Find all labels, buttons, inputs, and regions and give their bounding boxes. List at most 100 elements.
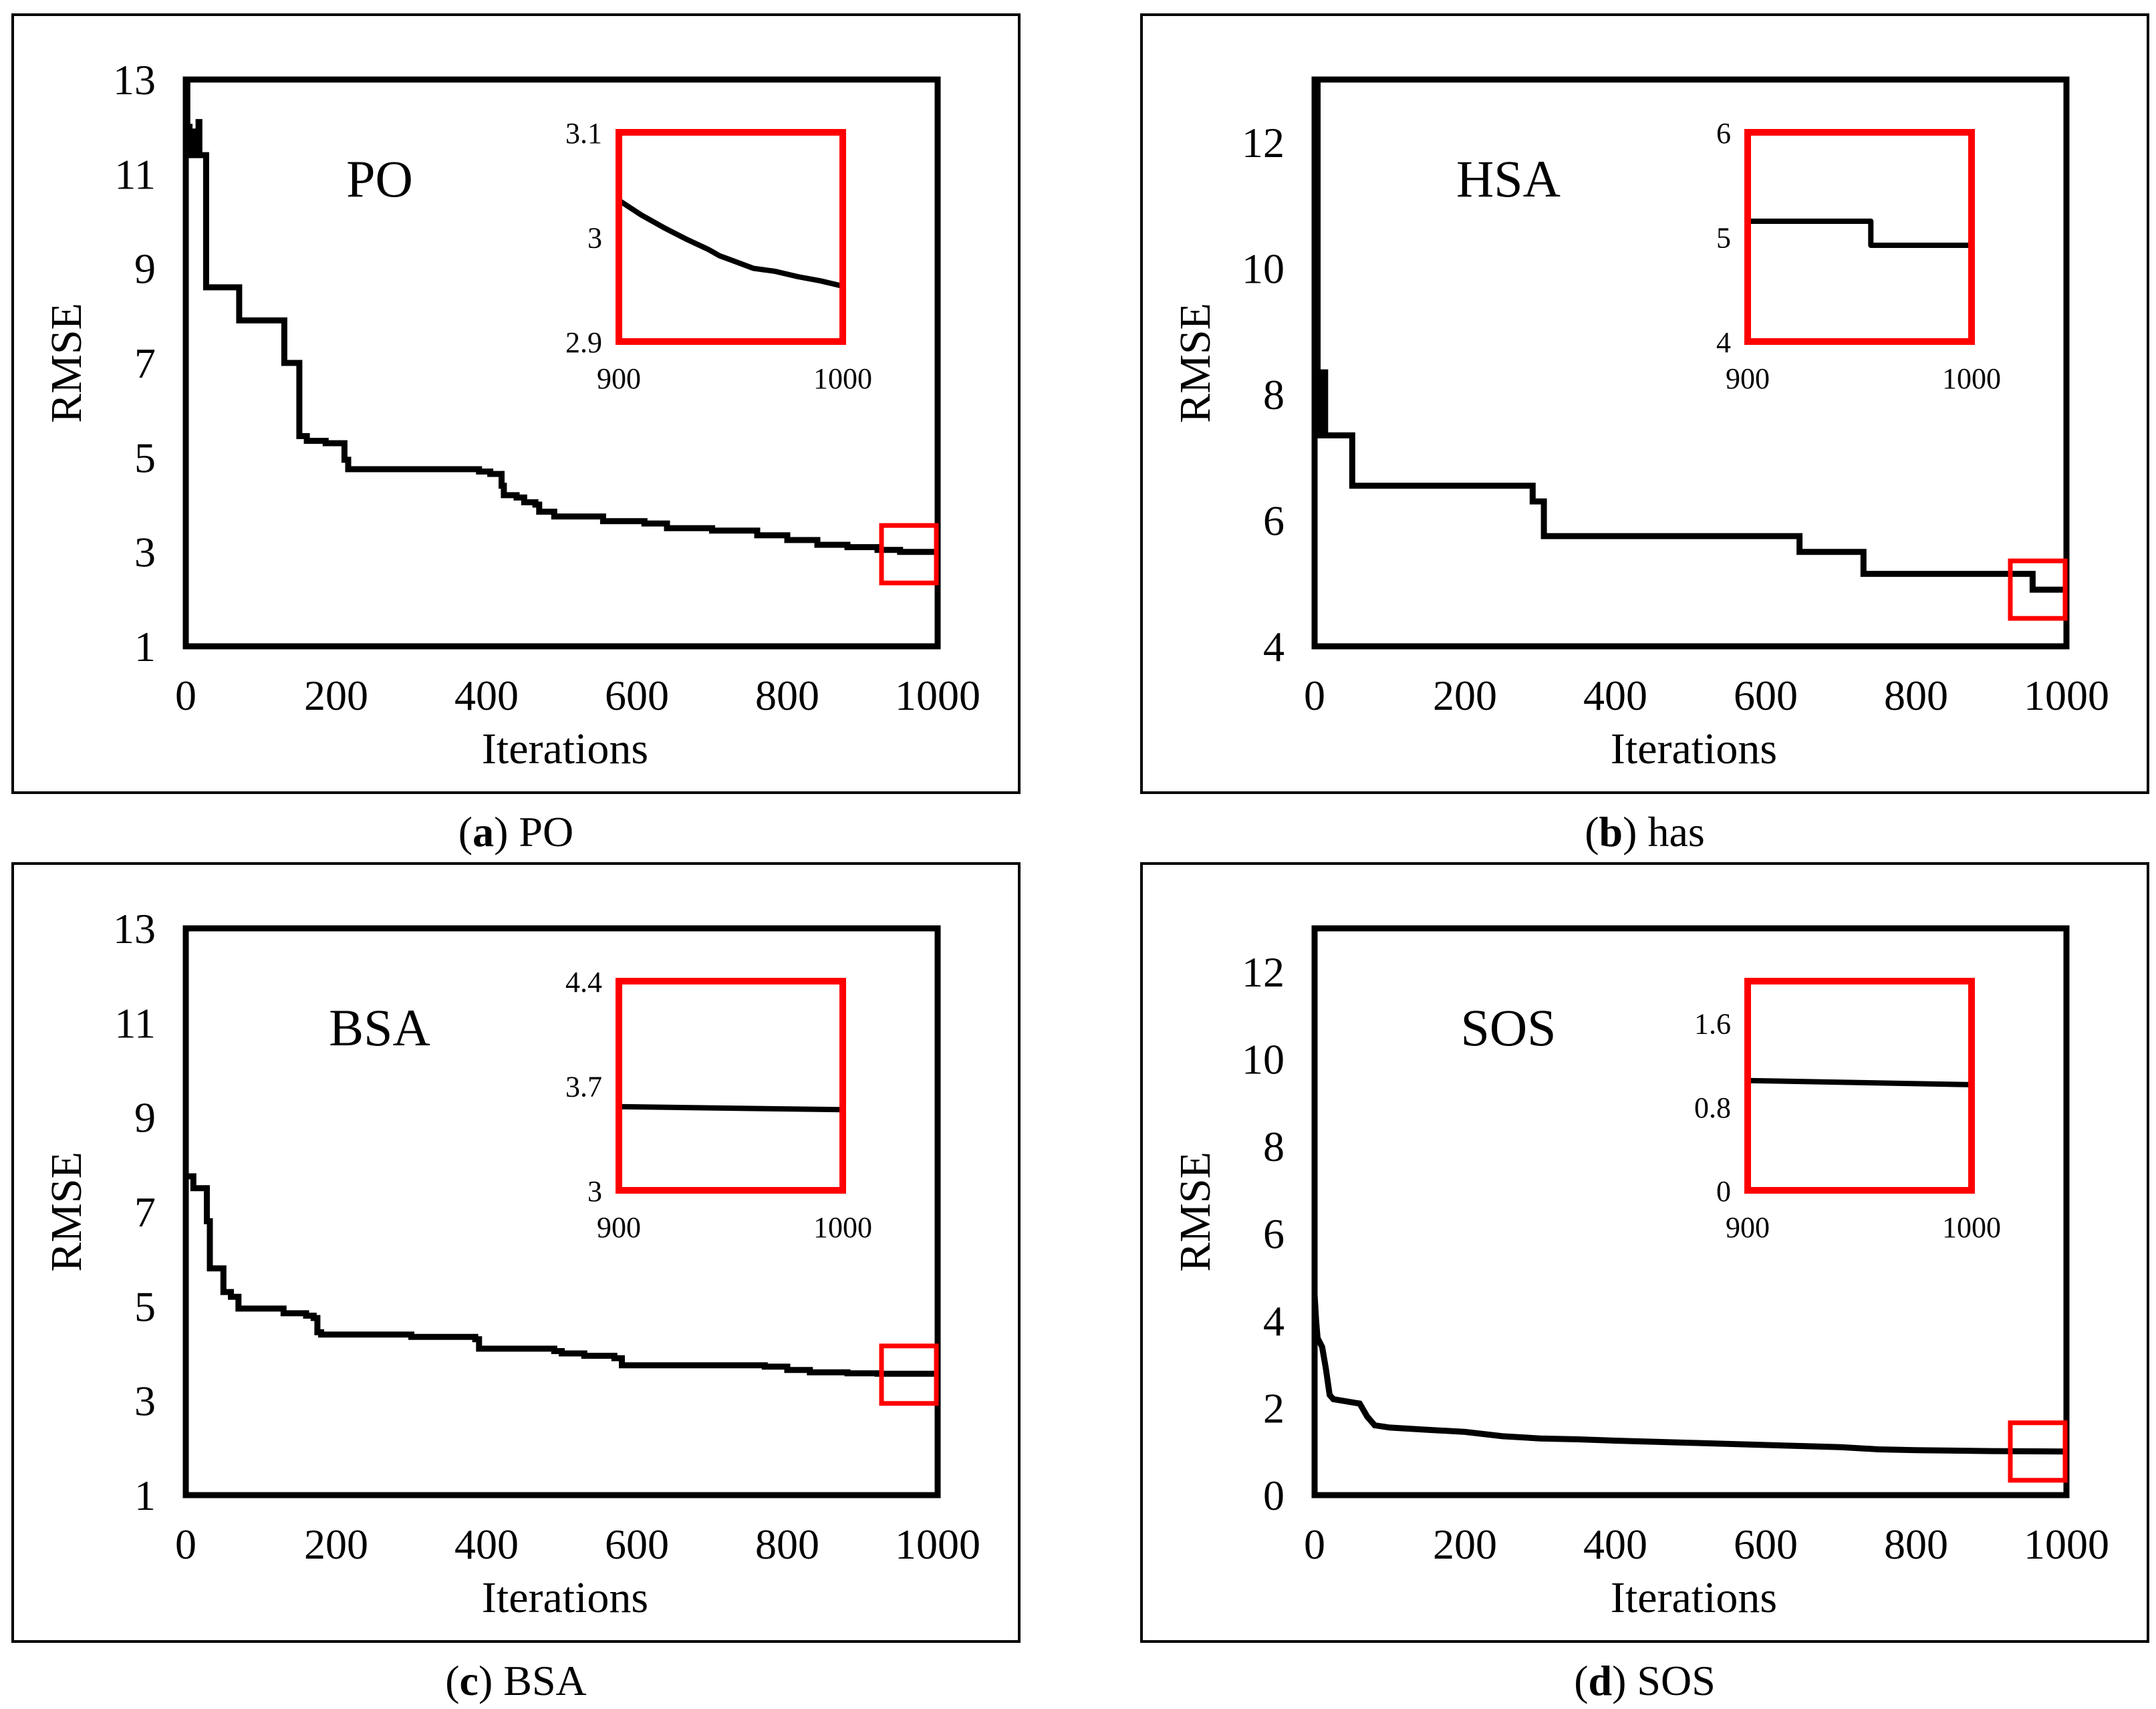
inset-frame <box>1744 129 1975 345</box>
inset-x-tick-label: 1000 <box>813 362 872 395</box>
x-axis-label: Iterations <box>482 725 648 773</box>
series-line <box>1315 76 2066 593</box>
y-axis-label: RMSE <box>1171 1152 1220 1272</box>
y-axis-label: RMSE <box>42 1152 91 1272</box>
y-tick-label: 1 <box>134 623 156 670</box>
inset-series-line <box>617 198 843 289</box>
inset-y-tick-label: 0.8 <box>1694 1091 1731 1124</box>
inset-x-tick-label: 1000 <box>1942 1211 2001 1244</box>
x-tick-label: 800 <box>1884 1521 1948 1568</box>
x-tick-label: 600 <box>1734 1521 1798 1568</box>
inset-y-tick-label: 1.6 <box>1694 1008 1731 1041</box>
y-tick-label: 5 <box>134 1283 156 1330</box>
x-tick-label: 400 <box>1583 672 1647 719</box>
inset-y-tick-label: 4 <box>1716 326 1731 359</box>
zoom-highlight-box <box>2008 558 2068 621</box>
inset-series-line <box>1747 1077 1972 1087</box>
inset-frame <box>1744 978 1975 1194</box>
y-tick-label: 12 <box>1242 948 1285 996</box>
x-tick-label: 0 <box>1304 672 1325 719</box>
chart-title: SOS <box>1460 999 1556 1057</box>
zoom-highlight-box <box>879 1343 939 1406</box>
plot-frame <box>182 76 941 650</box>
chart-svg-b: 4 6 8 10 12 0 200 400 600 800 1000 Iterations RMSE HS… <box>1171 76 2109 773</box>
chart-svg-d: 0 2 4 6 8 10 12 0 200 400 600 800 1000 Iterations RMSE… <box>1171 925 2109 1622</box>
x-tick-label: 1000 <box>895 1521 980 1568</box>
zoom-highlight-box <box>879 523 939 585</box>
x-axis-label: Iterations <box>1611 1573 1777 1622</box>
y-tick-label: 0 <box>1263 1472 1285 1519</box>
y-tick-label: 8 <box>1263 371 1285 418</box>
x-tick-label: 800 <box>1884 672 1948 719</box>
chart-panel-b: 4 6 8 10 12 0 200 400 600 800 1000 Iterations RMSE HS… <box>1140 13 2149 794</box>
y-tick-label: 1 <box>134 1472 156 1519</box>
caption-d-text: SOS <box>1637 1657 1716 1704</box>
x-tick-label: 600 <box>605 672 669 719</box>
y-tick-label: 2 <box>1263 1385 1285 1432</box>
y-axis-label: RMSE <box>1171 303 1220 423</box>
inset-y-tick-label: 3.1 <box>565 117 602 150</box>
x-axis-label: Iterations <box>1611 725 1777 773</box>
y-tick-label: 6 <box>1263 497 1285 545</box>
zoom-highlight-box <box>2008 1420 2068 1483</box>
inset-y-tick-label: 0 <box>1716 1175 1731 1208</box>
inset-x-tick-label: 900 <box>1726 362 1770 395</box>
inset-frame <box>616 978 846 1194</box>
series-line <box>186 1173 941 1377</box>
inset-y-tick-label: 4.4 <box>565 966 602 999</box>
inset-frame <box>616 129 846 345</box>
plot-frame <box>1311 925 2070 1498</box>
inset-series-line <box>1748 219 1972 248</box>
y-tick-label: 6 <box>1263 1210 1285 1258</box>
x-tick-label: 800 <box>755 1521 819 1568</box>
y-tick-label: 4 <box>1263 623 1285 670</box>
inset-x-tick-label: 900 <box>1726 1211 1770 1244</box>
x-tick-label: 200 <box>304 672 368 719</box>
chart-title: PO <box>346 150 413 208</box>
y-tick-label: 10 <box>1242 245 1285 293</box>
x-tick-label: 800 <box>755 672 819 719</box>
y-tick-label: 5 <box>134 434 156 481</box>
caption-c-letter: c <box>459 1657 479 1704</box>
x-tick-label: 400 <box>1583 1521 1647 1568</box>
x-axis-label: Iterations <box>482 1573 648 1622</box>
x-tick-label: 200 <box>1433 672 1497 719</box>
inset-y-tick-label: 3 <box>587 1175 602 1208</box>
y-tick-label: 13 <box>113 56 156 104</box>
x-tick-label: 1000 <box>2024 672 2109 719</box>
inset-y-tick-label: 3 <box>587 222 602 255</box>
x-tick-label: 400 <box>454 1521 519 1568</box>
chart-panel-c: 1 3 5 7 9 11 13 0 200 400 600 800 1000 Iterations RMSE… <box>11 862 1021 1643</box>
y-tick-label: 13 <box>113 905 156 952</box>
x-tick-label: 0 <box>1304 1521 1325 1568</box>
caption-c: (c) BSA <box>445 1657 587 1704</box>
inset-y-tick-label: 6 <box>1716 117 1731 150</box>
y-tick-label: 9 <box>134 245 156 293</box>
inset-x-tick-label: 1000 <box>1942 362 2001 395</box>
caption-d-letter: d <box>1588 1657 1613 1704</box>
x-tick-label: 200 <box>304 1521 368 1568</box>
x-tick-label: 400 <box>454 672 519 719</box>
chart-title: HSA <box>1456 150 1561 208</box>
y-tick-label: 7 <box>134 340 156 387</box>
y-tick-label: 8 <box>1263 1123 1285 1170</box>
caption-b-letter: b <box>1599 808 1623 856</box>
y-tick-label: 4 <box>1263 1297 1285 1345</box>
x-tick-label: 1000 <box>895 672 980 719</box>
chart-panel-a: 1 3 5 7 9 11 13 0 200 400 600 800 1000 Iterations RMSE… <box>11 13 1021 794</box>
y-tick-label: 7 <box>134 1188 156 1236</box>
inset-y-tick-label: 5 <box>1716 222 1731 255</box>
y-tick-label: 11 <box>114 999 156 1047</box>
inset-y-tick-label: 2.9 <box>565 326 602 359</box>
caption-a: (a) PO <box>458 808 574 856</box>
y-tick-label: 11 <box>114 150 156 198</box>
caption-d: (d) SOS <box>1574 1657 1716 1704</box>
series-line <box>184 76 941 555</box>
caption-a-text: PO <box>519 808 574 856</box>
x-tick-label: 0 <box>175 1521 196 1568</box>
y-tick-label: 3 <box>134 529 156 576</box>
inset-series-line <box>618 1103 843 1113</box>
x-tick-label: 1000 <box>2024 1521 2109 1568</box>
